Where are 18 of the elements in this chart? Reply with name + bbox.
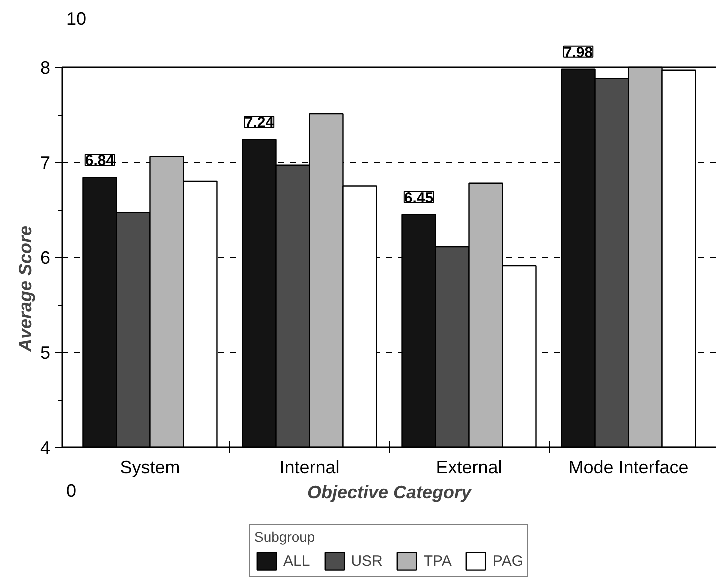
x-axis-title: Objective Category <box>307 482 473 502</box>
y-tick-label: 7 <box>40 153 51 173</box>
legend-title: Subgroup <box>254 529 316 545</box>
y-tick-label: 5 <box>40 343 51 363</box>
y-tick-label: 6 <box>40 248 51 268</box>
legend-label: USR <box>351 552 383 570</box>
legend-label: TPA <box>424 552 452 570</box>
text: 0 <box>66 481 77 501</box>
legend-label: ALL <box>283 552 310 570</box>
legend-label: PAG <box>492 552 524 570</box>
x-tick-label: System <box>120 458 180 478</box>
y-tick-label: 8 <box>40 58 51 78</box>
y-axis-title: Average Score <box>15 226 36 354</box>
x-tick-label: External <box>436 458 502 478</box>
text: 10 <box>66 9 87 29</box>
x-tick-label: Internal <box>280 458 340 478</box>
y-tick-label: 4 <box>40 438 51 458</box>
x-tick-label: Mode Interface <box>568 458 689 478</box>
